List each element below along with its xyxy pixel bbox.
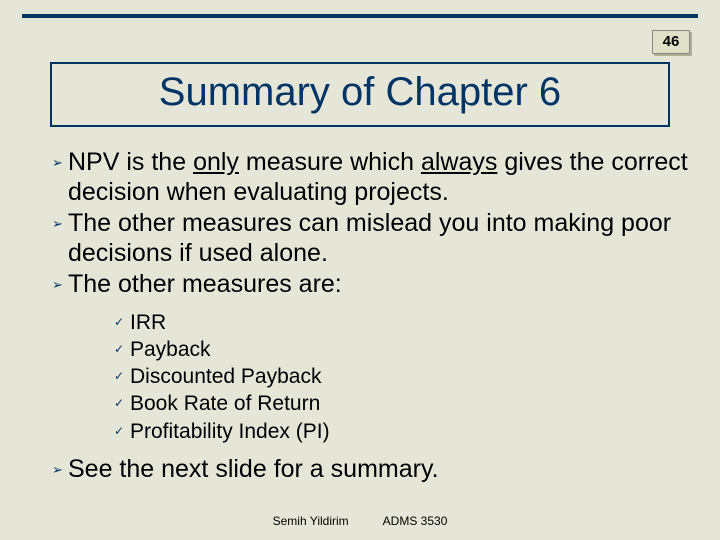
title-container: Summary of Chapter 6	[50, 62, 670, 127]
sub-bullet-item: ✓ Discounted Payback	[114, 364, 690, 390]
arrow-bullet-icon: ➢	[50, 455, 68, 478]
footer-course: ADMS 3530	[383, 514, 448, 528]
content-area: ➢ NPV is the only measure which always g…	[50, 148, 690, 486]
sub-bullet-item: ✓ IRR	[114, 310, 690, 336]
sub-list: ✓ IRR ✓ Payback ✓ Discounted Payback ✓ B…	[114, 310, 690, 445]
sub-bullet-item: ✓ Book Rate of Return	[114, 391, 690, 417]
check-icon: ✓	[114, 391, 130, 410]
check-icon: ✓	[114, 419, 130, 438]
check-icon: ✓	[114, 310, 130, 329]
page-number: 46	[652, 30, 690, 54]
sub-bullet-item: ✓ Payback	[114, 337, 690, 363]
check-icon: ✓	[114, 337, 130, 356]
sub-bullet-item: ✓ Profitability Index (PI)	[114, 419, 690, 445]
sub-bullet-text: Profitability Index (PI)	[130, 419, 330, 445]
sub-bullet-text: IRR	[130, 310, 166, 336]
footer: Semih Yildirim ADMS 3530	[0, 514, 720, 528]
sub-bullet-text: Book Rate of Return	[130, 391, 320, 417]
bullet-text: The other measures can mislead you into …	[68, 209, 690, 268]
footer-author: Semih Yildirim	[273, 514, 349, 528]
arrow-bullet-icon: ➢	[50, 209, 68, 232]
top-divider	[22, 14, 698, 18]
sub-bullet-text: Payback	[130, 337, 211, 363]
bullet-text: NPV is the only measure which always giv…	[68, 148, 690, 207]
bullet-text: The other measures are:	[68, 270, 690, 300]
bullet-item: ➢ NPV is the only measure which always g…	[50, 148, 690, 207]
slide-title: Summary of Chapter 6	[52, 70, 668, 115]
bullet-item: ➢ The other measures can mislead you int…	[50, 209, 690, 268]
check-icon: ✓	[114, 364, 130, 383]
bullet-item: ➢ See the next slide for a summary.	[50, 455, 690, 485]
bullet-item: ➢ The other measures are:	[50, 270, 690, 300]
arrow-bullet-icon: ➢	[50, 148, 68, 171]
sub-bullet-text: Discounted Payback	[130, 364, 321, 390]
bullet-text: See the next slide for a summary.	[68, 455, 690, 485]
arrow-bullet-icon: ➢	[50, 270, 68, 293]
